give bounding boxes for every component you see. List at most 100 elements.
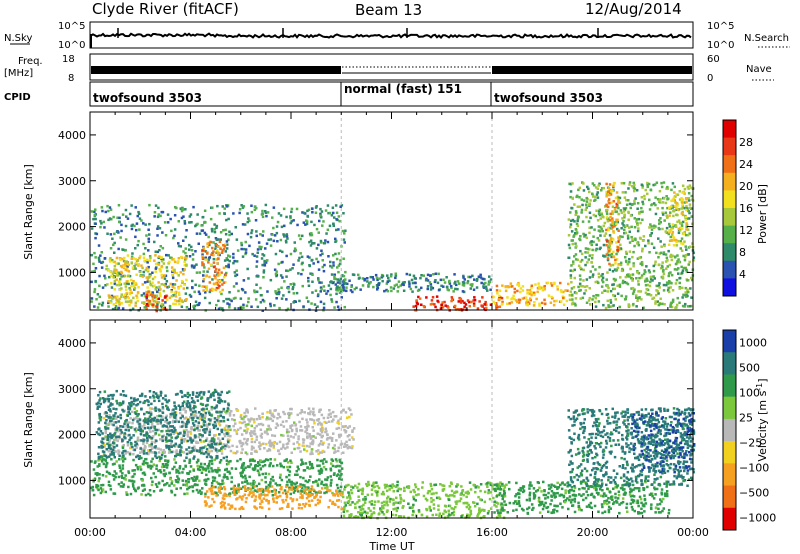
cell-pow-1966 <box>588 190 591 194</box>
cell-pow-216 <box>99 225 102 229</box>
cell-vel-2069 <box>213 438 216 441</box>
cell-vel-1869 <box>216 427 219 431</box>
cell-vel-945 <box>109 488 113 491</box>
cell-pow-2535 <box>590 240 593 243</box>
cell-vel-480 <box>140 448 144 451</box>
cell-vel-88 <box>186 433 189 436</box>
cell-pow-1478 <box>386 274 389 277</box>
cell-pow-176 <box>240 243 243 247</box>
cell-pow-1152 <box>154 300 158 304</box>
cell-vel-228 <box>229 449 233 453</box>
cell-pow-709 <box>335 228 338 232</box>
colorbar-tick-6: 28 <box>739 136 753 149</box>
cell-vel-372 <box>225 443 228 446</box>
cell-vel-300 <box>114 450 117 453</box>
cell-vel-858 <box>331 464 335 468</box>
cell-vel-701 <box>349 408 352 412</box>
cell-vel-1621 <box>189 451 192 454</box>
cell-pow-494 <box>165 253 168 257</box>
cell-vel-1318 <box>208 470 211 473</box>
cell-pow-81 <box>317 268 321 271</box>
cell-pow-648 <box>302 211 306 215</box>
cell-pow-1309 <box>488 275 491 278</box>
cell-pow-458 <box>183 220 186 223</box>
cell-vel-705 <box>128 421 131 424</box>
cell-pow-220 <box>255 275 258 278</box>
cell-pow-2239 <box>680 265 683 269</box>
cell-vel-694 <box>260 422 263 426</box>
cell-pow-1823 <box>600 227 603 231</box>
cell-pow-2658 <box>612 238 615 241</box>
nsky-label: N.Sky <box>4 33 32 44</box>
cell-pow-1121 <box>118 283 121 287</box>
cpid-mode-2: normal (fast) 151 <box>344 82 462 96</box>
cell-pow-776 <box>273 304 276 307</box>
cell-vel-1301 <box>193 475 196 479</box>
cell-pow-2728 <box>681 227 684 230</box>
cell-pow-2078 <box>628 230 631 233</box>
cell-vel-844 <box>225 459 229 462</box>
cell-pow-397 <box>285 241 288 244</box>
cell-pow-2534 <box>580 258 584 262</box>
cell-vel-1421 <box>339 469 342 473</box>
cell-pow-1916 <box>669 271 672 274</box>
cell-vel-1752 <box>198 411 201 414</box>
cell-pow-1584 <box>418 297 422 300</box>
cell-pow-98 <box>93 305 96 308</box>
cell-pow-711 <box>158 227 162 230</box>
cell-vel-1216 <box>215 480 219 484</box>
cell-vel-770 <box>326 416 330 419</box>
cell-vel-1262 <box>267 472 271 476</box>
cell-pow-1947 <box>669 286 672 289</box>
cell-vel-1938 <box>174 406 178 409</box>
cell-vel-1927 <box>108 455 111 458</box>
cell-pow-2198 <box>665 226 669 230</box>
cell-pow-1077 <box>177 260 180 263</box>
cell-pow-650 <box>287 287 290 290</box>
cell-pow-2465 <box>657 199 661 203</box>
cell-pow-2350 <box>686 207 689 210</box>
cell-pow-1186 <box>146 286 149 289</box>
cell-pow-1221 <box>215 243 218 247</box>
cell-pow-879 <box>261 209 264 213</box>
cell-vel-1983 <box>204 404 208 407</box>
cell-pow-1727 <box>526 292 529 295</box>
cell-vel-25 <box>224 428 227 432</box>
cell-pow-1733 <box>600 274 603 278</box>
cell-pow-2593 <box>605 278 608 281</box>
cell-vel-921 <box>92 468 96 471</box>
cell-pow-1663 <box>498 298 501 301</box>
cell-pow-963 <box>130 278 133 282</box>
cell-vel-1576 <box>179 416 182 420</box>
cell-pow-670 <box>101 301 105 305</box>
cell-vel-1572 <box>139 447 142 450</box>
cell-pow-1001 <box>109 270 112 274</box>
cell-vel-666 <box>200 417 204 420</box>
cell-pow-2037 <box>639 290 643 293</box>
cell-pow-774 <box>224 228 227 232</box>
cell-pow-2415 <box>603 234 606 237</box>
cell-pow-568 <box>120 223 123 227</box>
cell-pow-1616 <box>518 301 521 304</box>
cell-vel-382 <box>285 420 288 423</box>
cell-pow-2491 <box>609 264 613 267</box>
cell-pow-1086 <box>177 274 180 277</box>
cell-pow-1137 <box>112 303 115 306</box>
cell-vel-711 <box>322 450 326 454</box>
cell-vel-1965 <box>150 437 154 440</box>
cell-vel-1915 <box>189 437 192 440</box>
cell-vel-1789 <box>210 437 214 440</box>
cell-pow-1401 <box>338 279 341 282</box>
cell-vel-1891 <box>154 392 158 395</box>
cell-vel-1281 <box>175 487 178 490</box>
cell-pow-2706 <box>611 189 614 193</box>
cell-pow-71 <box>204 250 208 253</box>
cell-pow-1906 <box>597 272 600 276</box>
cell-vel-710 <box>202 440 206 443</box>
cell-pow-1507 <box>377 283 381 286</box>
cell-pow-944 <box>174 302 177 306</box>
cell-vel-171 <box>126 434 130 437</box>
cell-vel-516 <box>344 425 347 428</box>
cell-vel-1064 <box>175 468 178 472</box>
